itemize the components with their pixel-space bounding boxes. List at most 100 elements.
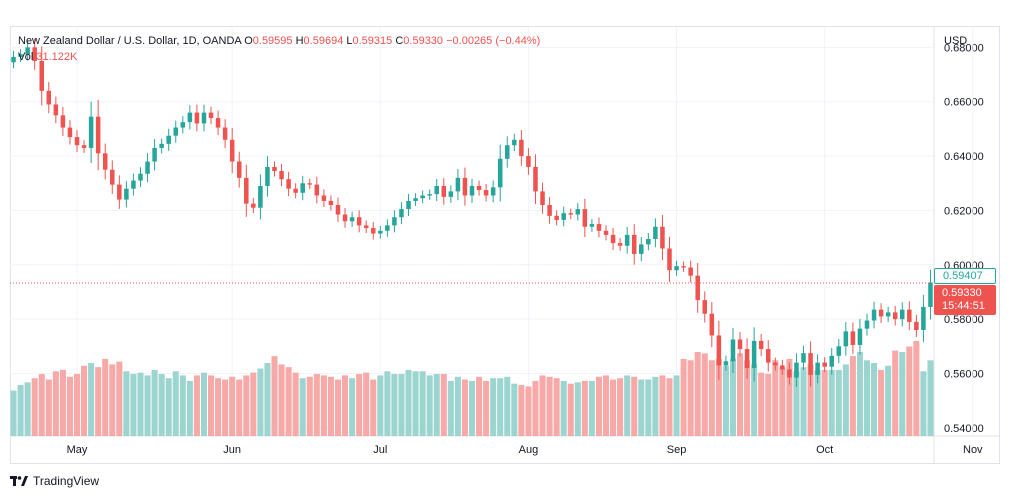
volume-bar bbox=[447, 380, 454, 436]
candle-body bbox=[258, 185, 263, 208]
volume-bar bbox=[264, 363, 271, 436]
candle-body bbox=[222, 127, 228, 140]
last-price-tag: 0.59330 15:44:51 bbox=[934, 285, 996, 315]
candle-body bbox=[519, 139, 524, 157]
candle-body bbox=[102, 153, 108, 170]
volume-bar bbox=[299, 378, 306, 436]
volume-bar bbox=[229, 376, 236, 436]
candle-body bbox=[610, 234, 616, 244]
x-tick-label: Oct bbox=[816, 444, 833, 456]
candle-body bbox=[201, 112, 207, 124]
volume-bar bbox=[779, 367, 786, 436]
candle-body bbox=[469, 185, 475, 196]
candle-body bbox=[744, 349, 750, 369]
candle-body bbox=[46, 90, 52, 105]
volume-bar bbox=[384, 371, 391, 436]
volume-bar bbox=[419, 371, 426, 436]
candle-body bbox=[836, 346, 842, 356]
volume-bar bbox=[391, 374, 398, 436]
candle-body bbox=[850, 331, 856, 345]
candle-body bbox=[505, 145, 510, 159]
volume-bar bbox=[31, 378, 38, 436]
candle-body bbox=[53, 104, 59, 116]
volume-bar bbox=[560, 380, 567, 436]
volume-bar bbox=[200, 372, 207, 436]
volume-bar bbox=[38, 374, 45, 436]
candle-body bbox=[307, 183, 313, 185]
candle-body bbox=[314, 184, 320, 196]
volume-bar bbox=[610, 379, 617, 436]
candle-body bbox=[110, 169, 115, 185]
volume-bar bbox=[66, 376, 73, 436]
volume-bar bbox=[673, 375, 680, 436]
candle-body bbox=[279, 171, 284, 180]
candle-body bbox=[441, 185, 447, 197]
candle-body bbox=[335, 205, 341, 215]
symbol-title: New Zealand Dollar / U.S. Dollar, 1D, OA… bbox=[18, 35, 242, 47]
candle-body bbox=[526, 156, 531, 167]
close-value: 0.59330 bbox=[403, 35, 444, 47]
volume-bar bbox=[504, 376, 511, 436]
volume-bar bbox=[398, 374, 405, 436]
volume-bar bbox=[553, 378, 560, 436]
y-tick-label: 0.54000 bbox=[944, 423, 984, 435]
volume-bar bbox=[271, 356, 278, 436]
candle-body bbox=[603, 230, 609, 235]
y-tick-label: 0.64000 bbox=[944, 151, 984, 163]
candle-body bbox=[871, 309, 877, 321]
volume-bar bbox=[102, 358, 109, 436]
candle-body bbox=[695, 275, 700, 301]
volume-bar bbox=[468, 380, 476, 436]
candle-body bbox=[385, 225, 390, 231]
candle-body bbox=[716, 335, 722, 366]
volume-bar bbox=[179, 375, 186, 436]
tradingview-logo-icon bbox=[10, 476, 28, 486]
candle-body bbox=[878, 309, 884, 317]
volume-bar bbox=[624, 375, 631, 436]
volume-bar bbox=[588, 380, 595, 436]
volume-bar bbox=[532, 380, 539, 436]
candle-body bbox=[801, 353, 806, 363]
volume-bar bbox=[849, 356, 856, 436]
volume-legend: Vol 31.122K bbox=[18, 51, 77, 63]
volume-bar bbox=[454, 376, 461, 436]
candle-body bbox=[900, 309, 905, 320]
candle-body bbox=[11, 56, 16, 63]
volume-bar bbox=[349, 378, 356, 436]
volume-bar bbox=[405, 369, 412, 436]
volume-bar bbox=[370, 379, 377, 436]
volume-bar bbox=[17, 385, 24, 436]
x-tick-label: Sep bbox=[667, 444, 687, 456]
candle-body bbox=[265, 166, 270, 186]
volume-bar bbox=[638, 379, 645, 436]
candle-body bbox=[589, 224, 595, 227]
volume-bar bbox=[546, 376, 553, 436]
candle-body bbox=[660, 226, 665, 249]
volume-bar bbox=[906, 346, 913, 436]
candle-body bbox=[617, 243, 623, 246]
volume-bar bbox=[116, 361, 123, 436]
volume-bar bbox=[490, 378, 497, 436]
candle-body bbox=[159, 143, 164, 148]
candle-body bbox=[229, 139, 235, 162]
volume-bar bbox=[207, 375, 215, 436]
candle-body bbox=[173, 127, 179, 136]
candle-body bbox=[420, 195, 425, 199]
volume-bar bbox=[744, 360, 751, 436]
candle-body bbox=[892, 312, 898, 320]
low-value: 0.59315 bbox=[352, 35, 393, 47]
volume-bar bbox=[215, 378, 222, 436]
volume-bar bbox=[461, 379, 468, 436]
candle-body bbox=[512, 139, 517, 146]
candle-body bbox=[497, 158, 503, 188]
candle-body bbox=[363, 225, 369, 229]
candle-body bbox=[208, 112, 214, 119]
candle-body bbox=[74, 137, 80, 146]
y-tick-label: 0.56000 bbox=[944, 368, 984, 380]
candle-body bbox=[39, 60, 44, 91]
volume-bar bbox=[257, 368, 264, 436]
candle-body bbox=[328, 200, 334, 206]
tradingview-footer[interactable]: TradingView bbox=[10, 473, 99, 489]
volume-bar bbox=[327, 376, 334, 436]
